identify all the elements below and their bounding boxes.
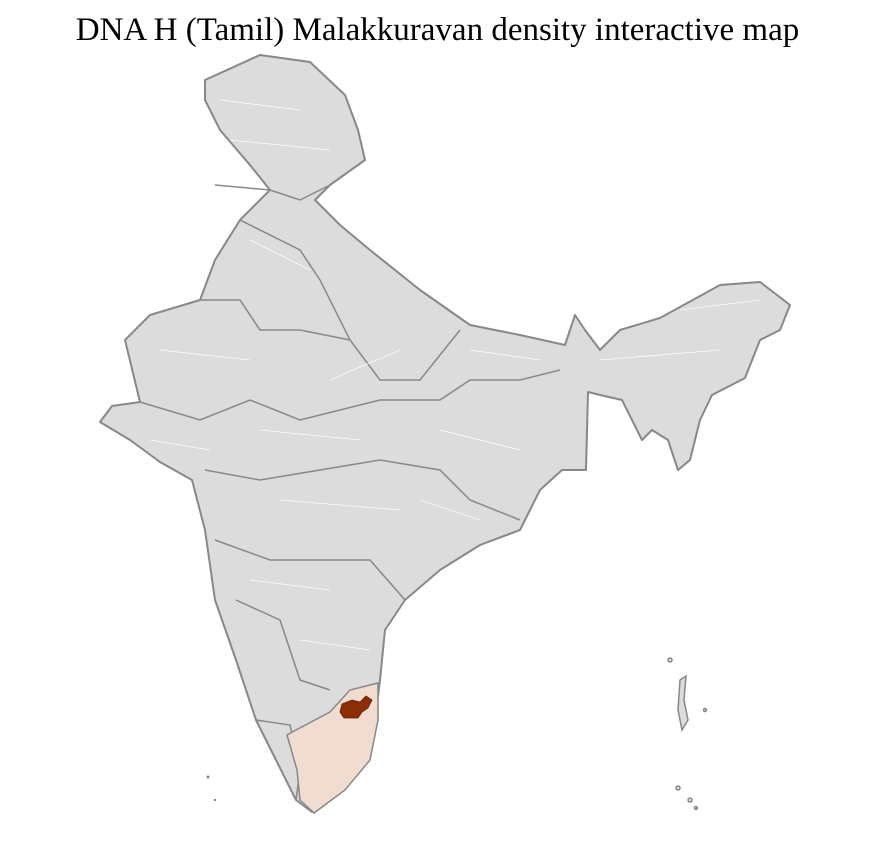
map-title: DNA H (Tamil) Malakkuravan density inter… [75,12,800,48]
district-malakkuravan-high-density[interactable] [339,695,373,719]
india-land[interactable] [99,54,791,813]
andaman-nicobar-islands[interactable] [667,657,708,811]
district-lines [149,99,761,651]
lakshadweep-islands [206,775,217,802]
state-borders [139,184,561,801]
